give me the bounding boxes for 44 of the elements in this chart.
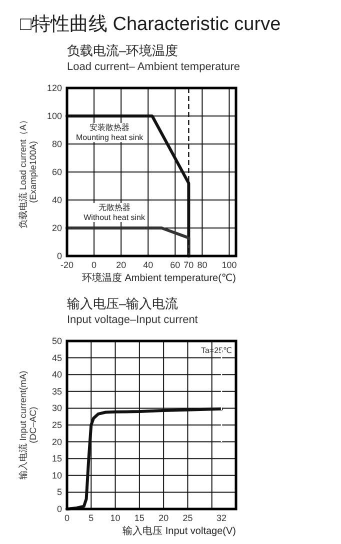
- y-tick-label: 40: [52, 195, 62, 205]
- y-tick-label: 35: [52, 386, 62, 396]
- y-tick-label: 30: [52, 403, 62, 414]
- x-tick-label: 100: [222, 260, 237, 270]
- chart-title: 负载电流–环境温度: [67, 43, 178, 58]
- y-tick-label: 45: [52, 352, 62, 363]
- y-tick-label: 25: [52, 420, 62, 430]
- chart-subtitle: Input voltage–Input current: [67, 314, 198, 326]
- y-tick-label: 50: [52, 336, 62, 346]
- x-tick-label: 70: [184, 260, 194, 270]
- x-tick-label: 20: [116, 260, 126, 270]
- y-tick-label: 0: [56, 251, 62, 261]
- y-tick-label: 20: [52, 223, 62, 233]
- x-tick-label: 32: [216, 513, 227, 523]
- y-tick-label: 80: [52, 139, 62, 149]
- x-tick-label: 40: [143, 260, 154, 270]
- x-tick-label: 0: [64, 513, 70, 523]
- x-tick-label: -20: [60, 260, 74, 270]
- x-tick-label: 80: [197, 260, 208, 270]
- x-axis-title: 环境温度 Ambient temperature(℃): [82, 272, 236, 284]
- y-tick-label: 15: [52, 454, 62, 464]
- series-label: 无散热器 Without heat sink: [84, 203, 146, 222]
- y-axis-title: 输入电流 Input current(mA) (DC–AC): [18, 370, 38, 480]
- x-tick-label: 5: [88, 513, 94, 523]
- y-tick-label: 40: [52, 370, 62, 380]
- x-axis-title: 输入电压 Input voltage(V): [122, 525, 236, 537]
- series-label: 安装散热器 Mounting heat sink: [76, 123, 144, 142]
- y-tick-label: 20: [52, 436, 62, 447]
- y-axis-title: 负载电流 Load current（A） (Example100A): [18, 115, 38, 229]
- chart-title: 输入电压–输入电流: [67, 296, 178, 311]
- x-tick-label: 60: [170, 260, 180, 270]
- chart-subtitle: Load current– Ambient temperature: [67, 61, 240, 73]
- y-tick-label: 0: [56, 504, 62, 514]
- y-tick-label: 120: [46, 83, 62, 93]
- x-tick-label: 15: [134, 513, 144, 523]
- x-tick-label: 25: [182, 513, 193, 523]
- y-tick-label: 5: [56, 487, 62, 498]
- x-tick-label: 0: [92, 260, 97, 270]
- x-tick-label: 10: [110, 513, 120, 523]
- text: □特性曲线 Characteristic curve: [20, 14, 281, 35]
- y-tick-label: 100: [46, 111, 62, 121]
- y-tick-label: 60: [52, 167, 62, 177]
- y-tick-label: 10: [52, 470, 62, 480]
- x-tick-label: 20: [158, 513, 169, 523]
